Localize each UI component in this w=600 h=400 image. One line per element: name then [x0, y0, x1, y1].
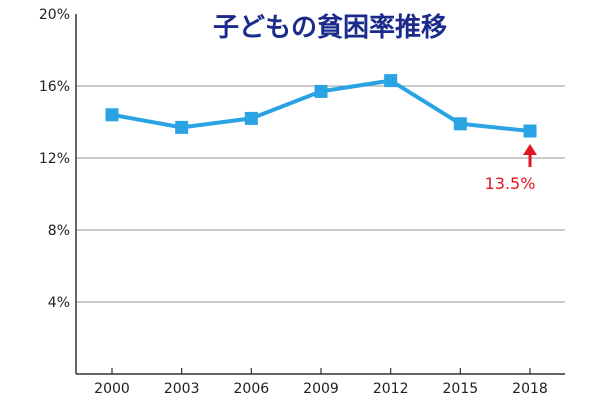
x-tick-label: 2015 [443, 381, 479, 397]
x-tick-label: 2018 [512, 381, 548, 397]
y-tick-label: 16% [39, 79, 70, 95]
chart-title: 子どもの貧困率推移 [213, 12, 447, 43]
data-point [244, 111, 258, 125]
annotation-arrow [523, 144, 537, 167]
x-tick-label: 2003 [164, 381, 200, 397]
data-point [453, 117, 467, 131]
data-point [175, 120, 189, 134]
annotation-label: 13.5% [485, 174, 536, 193]
y-tick-label: 12% [39, 151, 70, 167]
y-tick-label: 4% [48, 295, 70, 311]
data-point [523, 124, 537, 138]
x-axis-ticks: 2000 2003 2006 2009 2012 2015 2018 [94, 368, 548, 397]
axes [75, 14, 565, 375]
grid-lines [76, 85, 565, 303]
y-axis-ticks: 4% 8% 12% 16% 20% [39, 7, 70, 311]
y-tick-label: 20% [39, 7, 70, 23]
annotation-layer: 13.5% [485, 144, 537, 193]
x-tick-label: 2012 [373, 381, 409, 397]
data-point [314, 84, 328, 98]
y-tick-label: 8% [48, 223, 70, 239]
data-point [105, 108, 119, 122]
x-tick-label: 2000 [94, 381, 130, 397]
x-tick-label: 2006 [234, 381, 270, 397]
x-tick-label: 2009 [303, 381, 339, 397]
series-layer [105, 74, 537, 138]
data-point [384, 74, 398, 88]
